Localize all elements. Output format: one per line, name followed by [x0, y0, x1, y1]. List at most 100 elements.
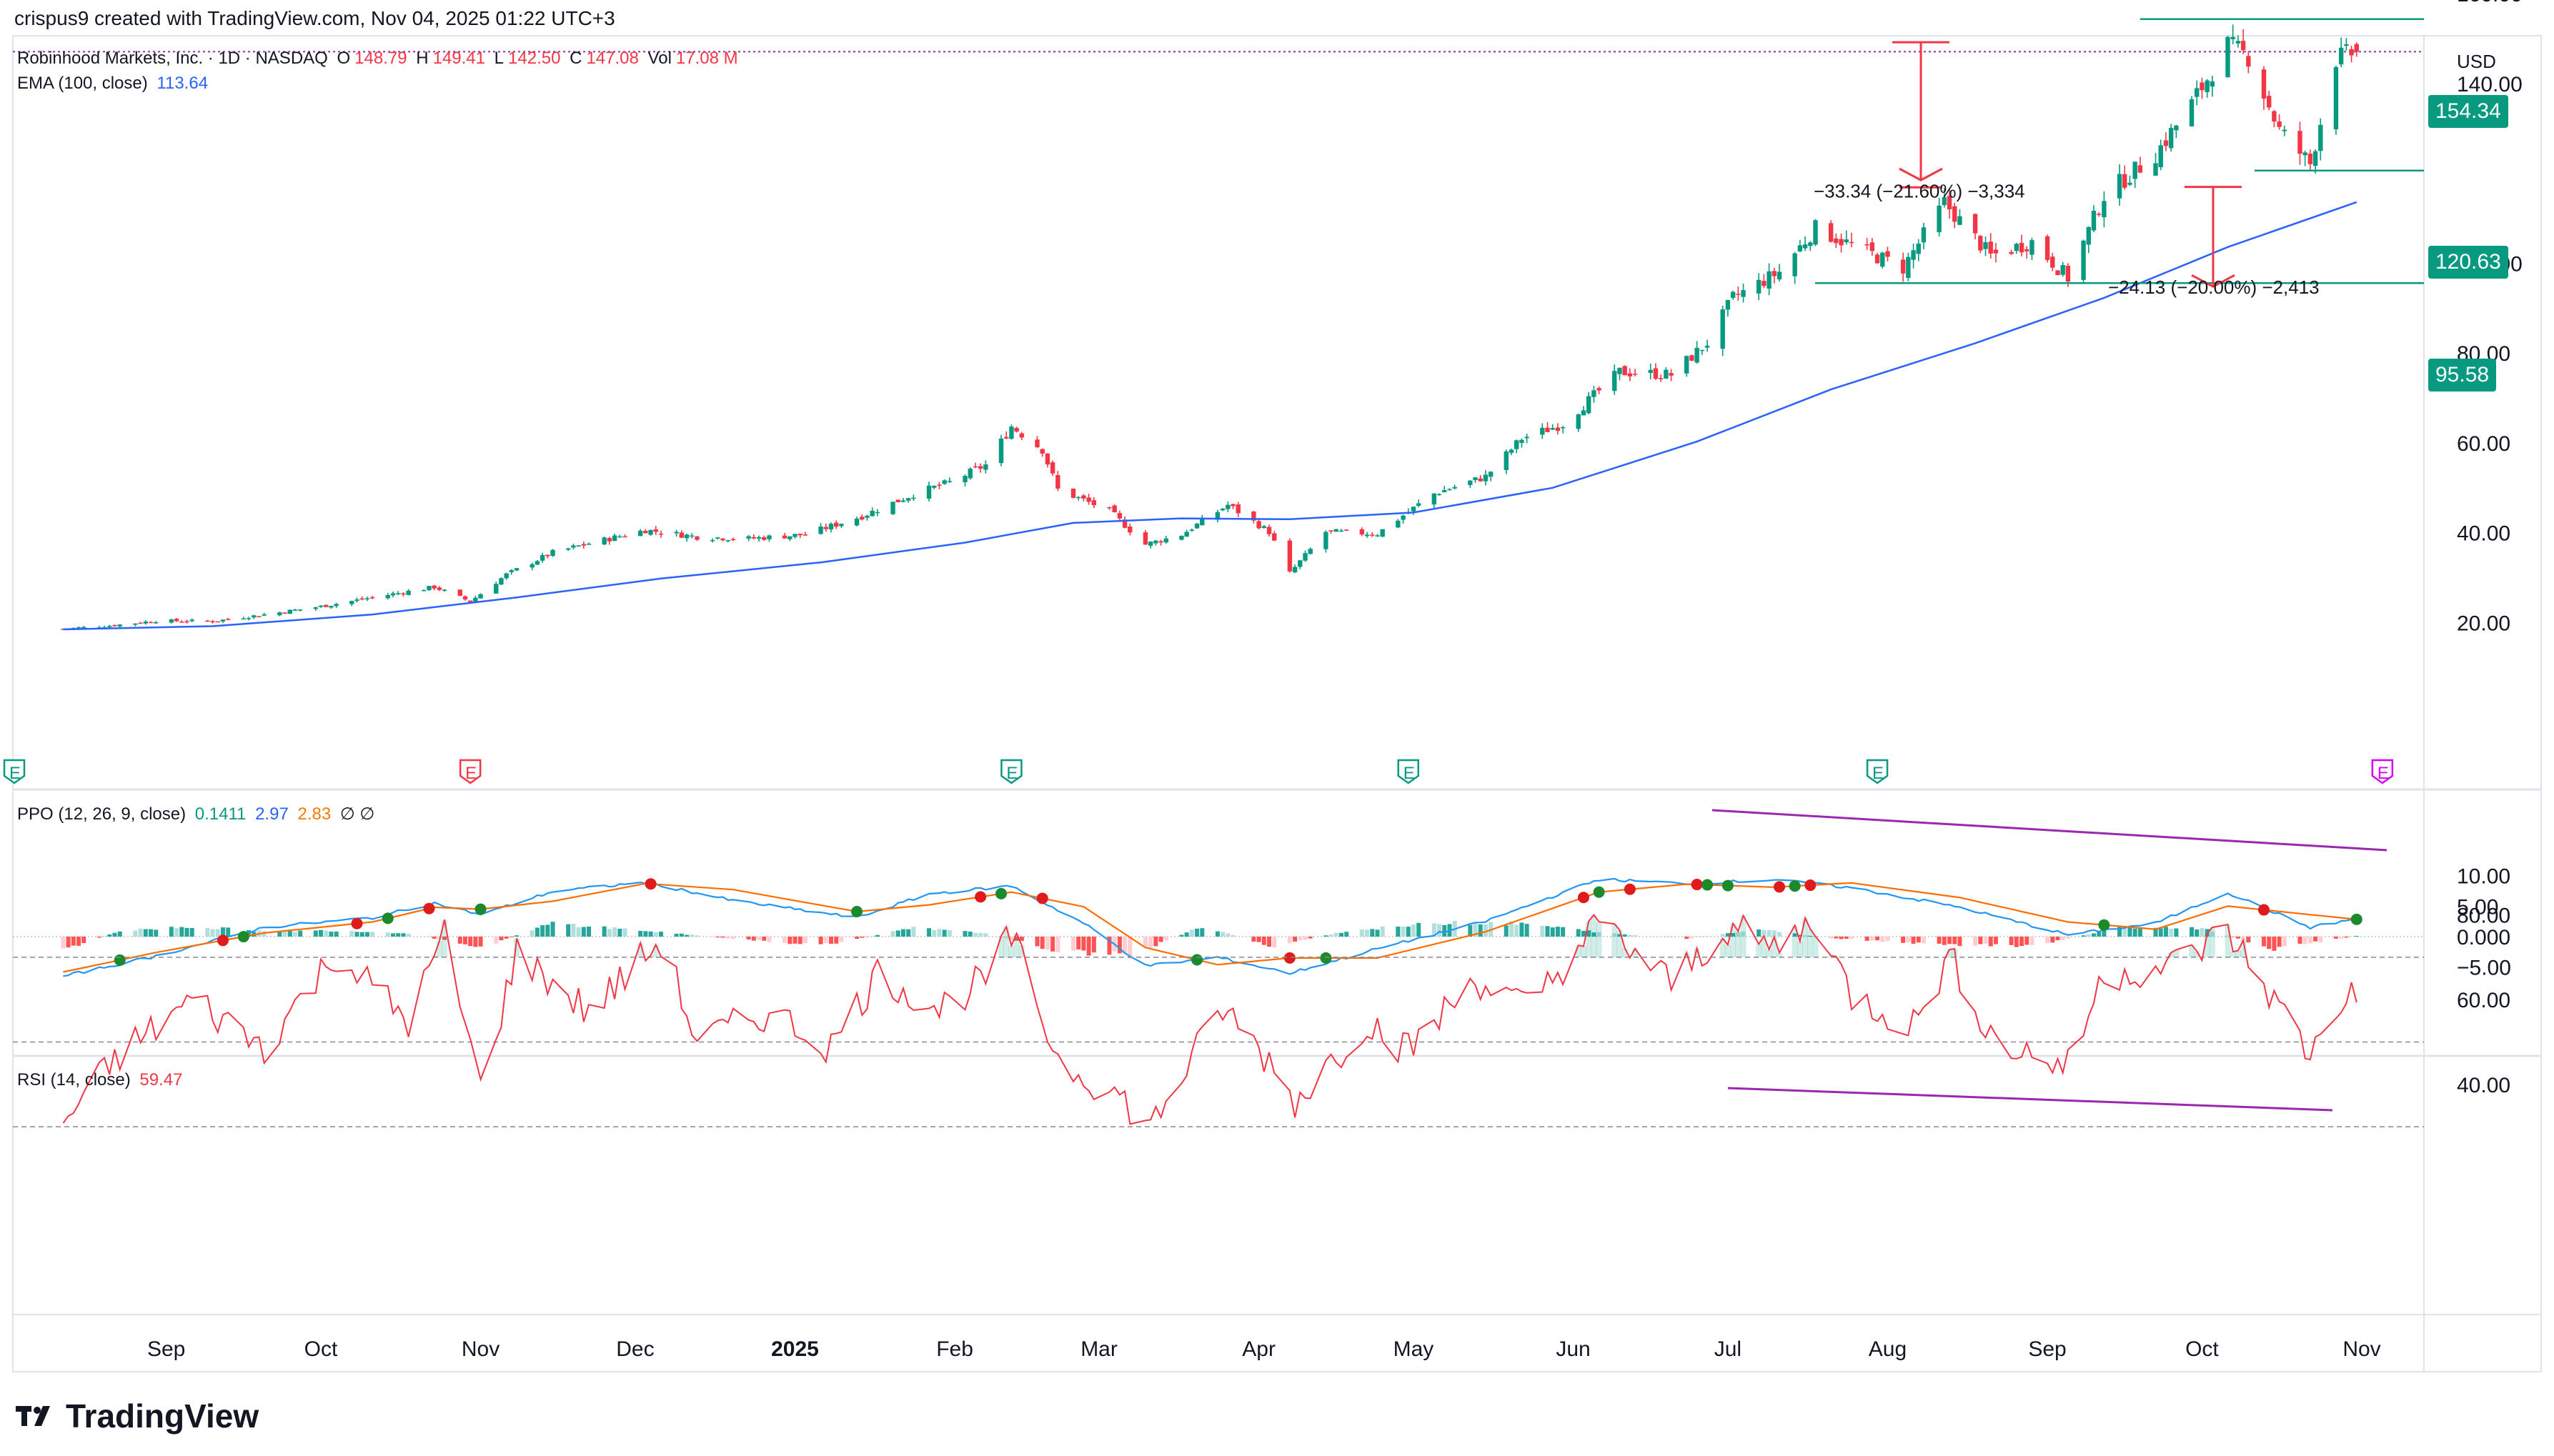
- ppo-histogram-bar: [298, 930, 303, 937]
- time-axis-label: Sep: [147, 1337, 185, 1361]
- candle-body: [189, 619, 194, 622]
- candle: [1504, 449, 1509, 474]
- candle-body: [1777, 271, 1782, 280]
- ppo-histogram-bar: [2302, 937, 2307, 944]
- candle-body: [1808, 242, 1813, 246]
- candle-body: [2009, 251, 2014, 254]
- drop-arrow-1: [1892, 41, 1949, 181]
- candle-body: [2333, 66, 2339, 129]
- candle-body: [540, 555, 545, 561]
- candle: [1802, 236, 1808, 251]
- rsi-overbought-fill: [442, 919, 448, 957]
- candle-body: [530, 564, 535, 568]
- ppo-histogram-bar: [282, 930, 287, 937]
- candle: [1911, 244, 1916, 269]
- ppo-histogram-bar: [937, 929, 942, 937]
- time-axis-label: May: [1393, 1337, 1434, 1361]
- candle: [1828, 220, 1834, 243]
- ppo-histogram-bar: [1504, 925, 1509, 937]
- candle-body: [803, 534, 808, 536]
- ppo-histogram-bar: [787, 937, 792, 944]
- candle: [395, 591, 401, 596]
- candle: [257, 616, 262, 618]
- ppo-histogram-bar: [1293, 937, 1298, 942]
- ppo-histogram-bar: [1767, 929, 1772, 937]
- ppo-histogram-bar: [2307, 937, 2312, 944]
- candle-body: [220, 619, 226, 622]
- ppo-histogram-bar: [2050, 937, 2055, 943]
- candle-body: [1519, 439, 1524, 443]
- candle-body: [1256, 521, 1261, 529]
- candle-body: [2168, 127, 2174, 149]
- candle: [1725, 299, 1731, 317]
- candle-body: [334, 604, 339, 607]
- ppo-histogram-bar: [287, 931, 292, 937]
- candle-body: [2019, 242, 2024, 253]
- candle: [1617, 367, 1622, 381]
- candle-body: [61, 629, 66, 630]
- ppo-histogram-bar: [2210, 931, 2215, 937]
- ppo-histogram-bar: [2163, 927, 2168, 937]
- ppo-histogram-bar: [226, 927, 231, 937]
- candle: [1664, 367, 1669, 379]
- ppo-histogram-bar: [829, 937, 833, 944]
- earnings-letter: E: [1872, 764, 1884, 783]
- candle: [313, 607, 318, 612]
- ppo-histogram-bar: [319, 929, 323, 937]
- close-value: 147.08: [586, 49, 639, 68]
- candle-body: [76, 627, 81, 629]
- candle-body: [1468, 480, 1473, 485]
- ppo-histogram-bar: [2354, 936, 2359, 937]
- candle-body: [154, 622, 159, 624]
- ema-legend: EMA (100, close) 113.64: [17, 74, 212, 94]
- candle-body: [1070, 488, 1076, 498]
- candle-body: [1308, 549, 1313, 554]
- candle-body: [1802, 244, 1808, 249]
- ppo-histogram-bar: [457, 937, 462, 944]
- ppo-histogram-bar: [587, 926, 592, 937]
- ppo-line: [63, 877, 2357, 977]
- candle-body: [617, 536, 622, 538]
- candle-body: [1844, 239, 1849, 243]
- ppo-histogram-bar: [1869, 937, 1874, 941]
- rsi-value: 59.47: [139, 1070, 183, 1089]
- candle: [1055, 471, 1060, 492]
- ppo-histogram-bar: [2029, 937, 2034, 945]
- candle: [2122, 165, 2127, 190]
- rsi-overbought-fill: [1812, 936, 1819, 957]
- candle: [1900, 252, 1906, 282]
- candle-body: [900, 500, 906, 502]
- candle-body: [695, 536, 700, 540]
- ppo-histogram-bar: [1555, 927, 1560, 937]
- candle-body: [462, 596, 468, 600]
- candle-body: [1906, 256, 1911, 279]
- ppo-histogram-bar: [1561, 927, 1566, 937]
- candle-body: [2307, 154, 2313, 164]
- ema-label: EMA (100, close): [17, 74, 148, 93]
- candle: [1452, 484, 1457, 489]
- time-axis-label: Nov: [462, 1337, 500, 1361]
- ppo-histogram-bar: [174, 928, 179, 937]
- ppo-bull-cross-dot: [382, 912, 394, 924]
- ppo-histogram-bar: [1901, 937, 1906, 943]
- price-axis-tick: 60.00: [2457, 432, 2510, 456]
- candle-body: [1287, 540, 1293, 572]
- ppo-histogram-bar: [1627, 934, 1632, 937]
- candle-body: [1035, 439, 1040, 448]
- candle-body: [1112, 505, 1117, 513]
- candle-body: [1632, 374, 1638, 375]
- ppo-histogram-bar: [612, 927, 617, 937]
- candle: [1086, 494, 1091, 505]
- candle-body: [2266, 96, 2272, 108]
- candle: [1344, 529, 1349, 532]
- ppo-histogram-bar: [530, 930, 535, 937]
- candle: [1075, 496, 1081, 501]
- candle: [2174, 124, 2179, 139]
- candle: [329, 605, 334, 609]
- ppo-histogram-bar: [1045, 937, 1050, 949]
- ppo-histogram-bar: [757, 937, 762, 940]
- candle-body: [963, 476, 968, 482]
- ppo-histogram-bar: [1993, 937, 1998, 944]
